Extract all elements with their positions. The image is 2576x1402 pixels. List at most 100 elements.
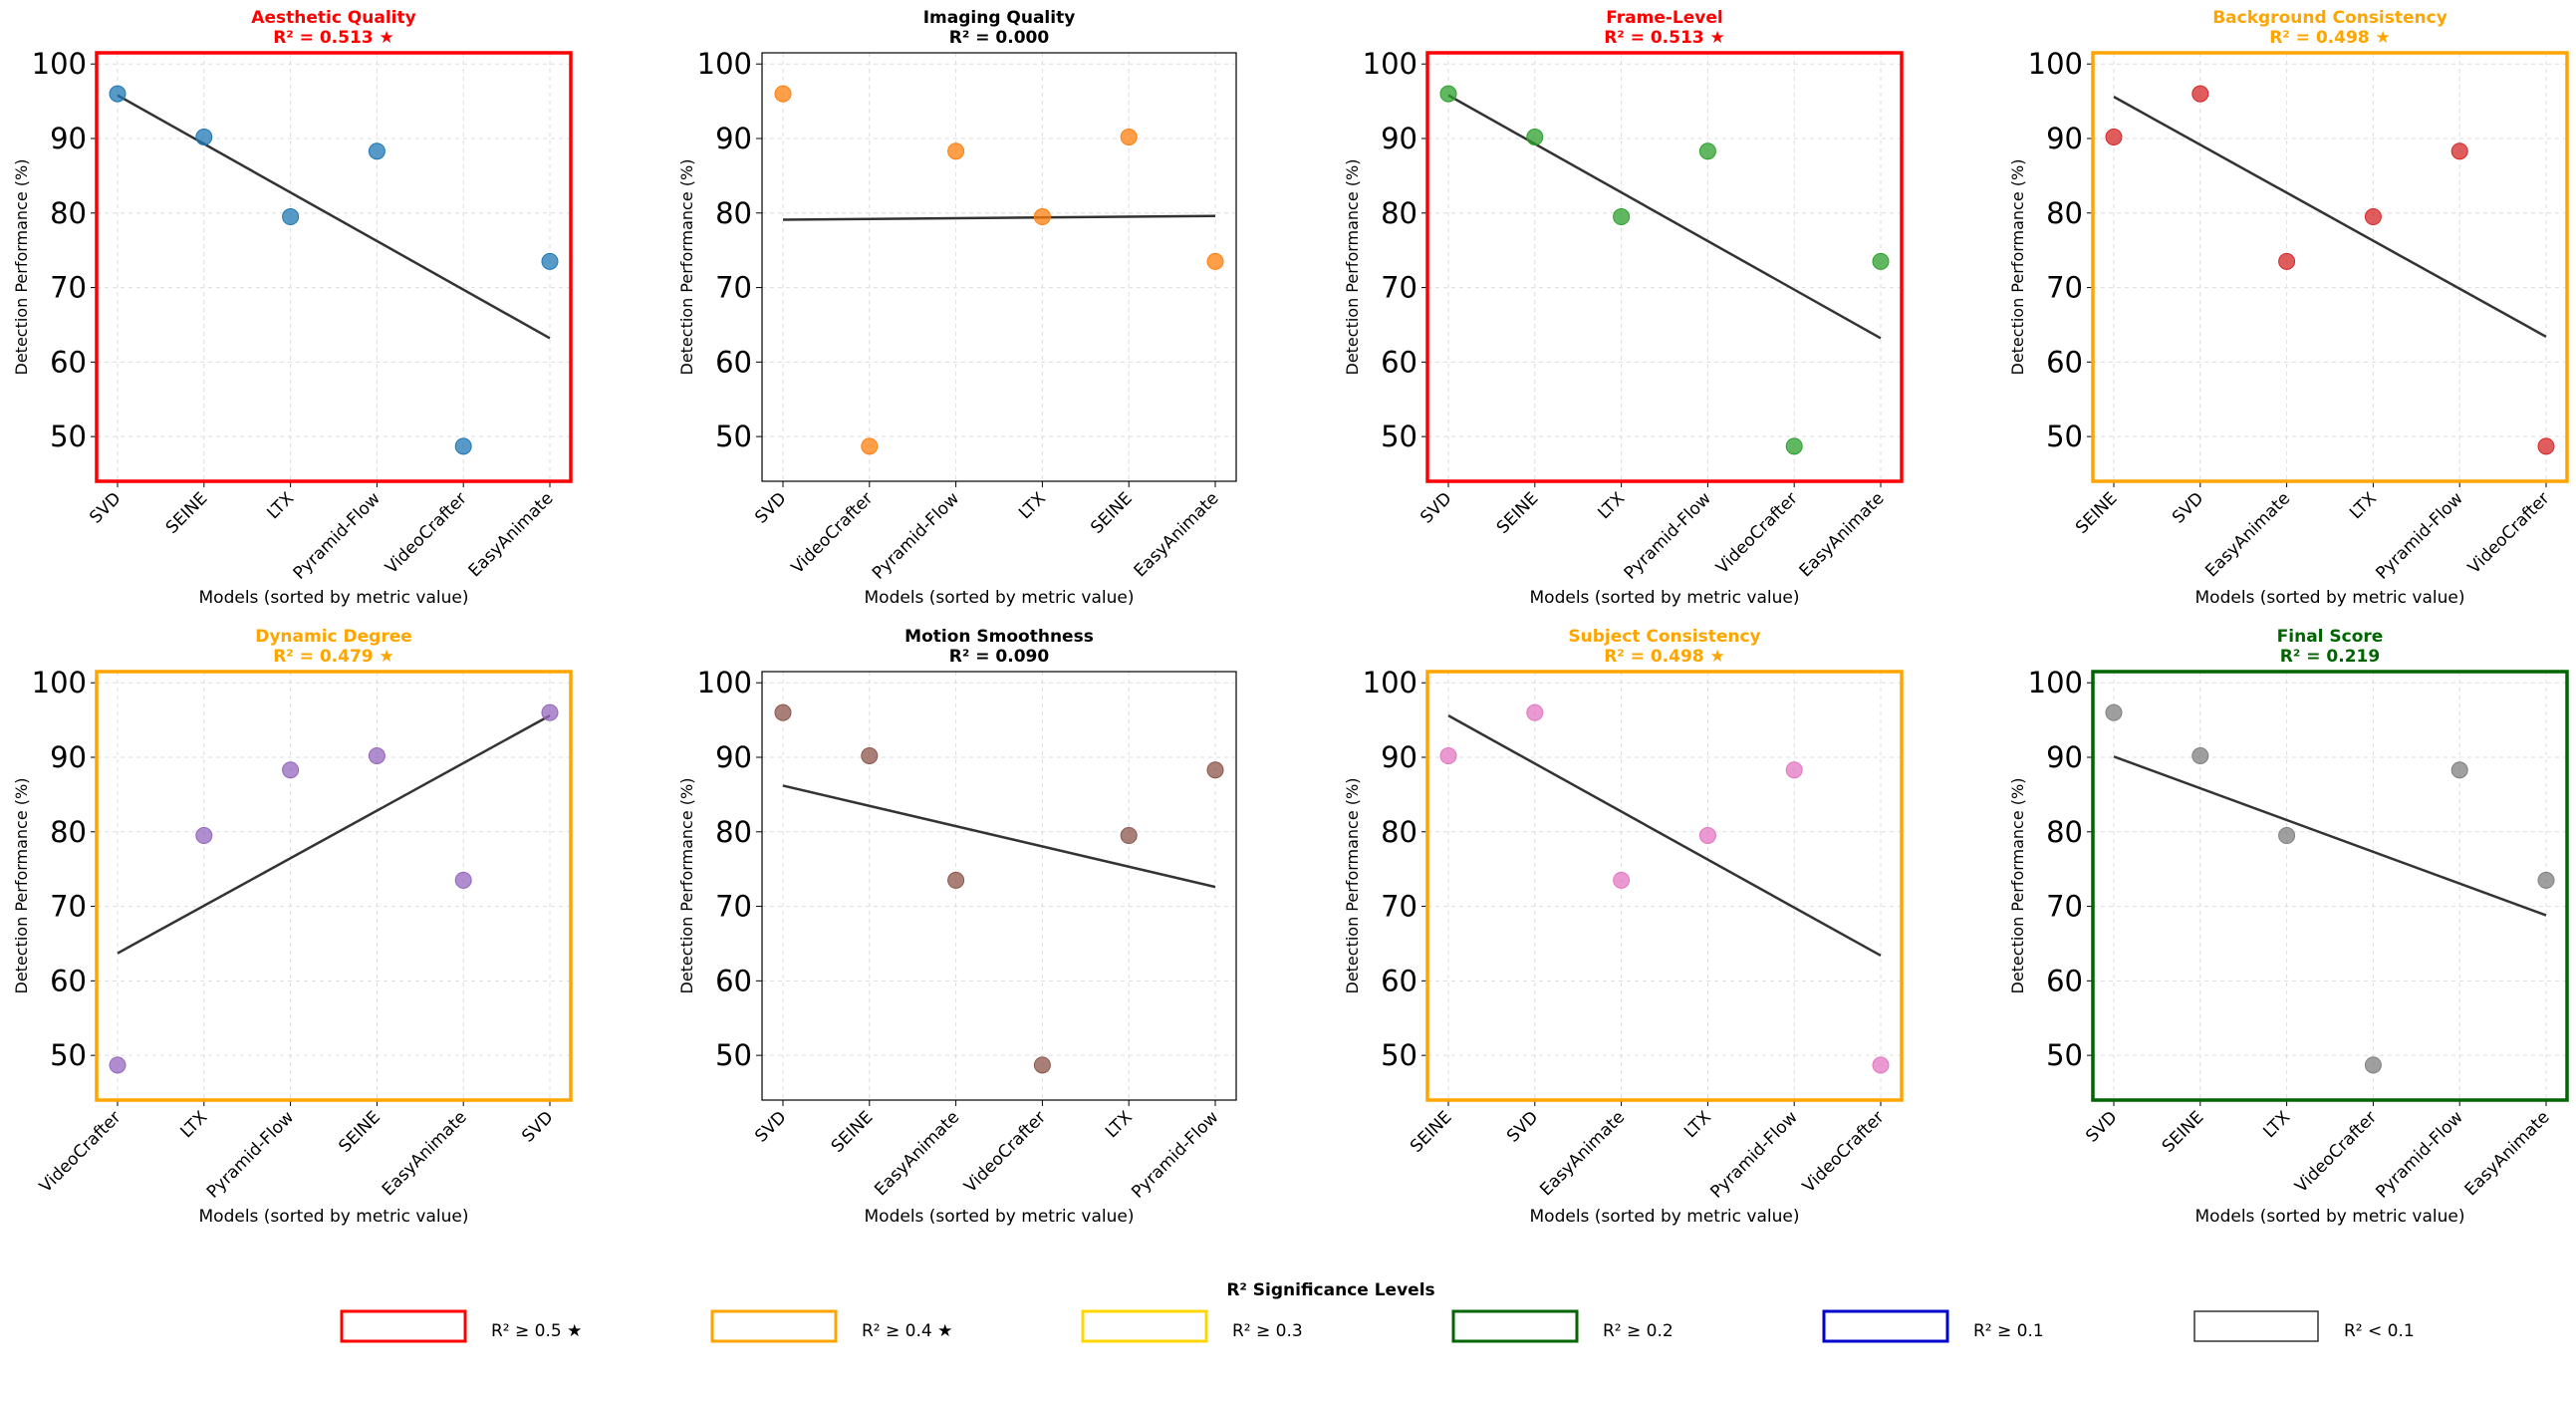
- data-point: [282, 761, 300, 779]
- chart-subtitle: R² = 0.513 ★: [273, 28, 394, 48]
- y-tick-label: 60: [1381, 964, 1417, 997]
- x-tick-label: LTX: [1102, 1107, 1137, 1142]
- chart-subtitle: R² = 0.000: [949, 28, 1050, 48]
- trend-line: [782, 214, 1216, 221]
- data-point: [1785, 761, 1803, 779]
- y-tick-label: 50: [50, 1038, 87, 1072]
- legend-swatch: [1081, 1309, 1208, 1343]
- x-tick-label: LTX: [1594, 488, 1629, 523]
- y-axis-label: Detection Performance (%): [12, 159, 31, 376]
- y-tick-label: 80: [1381, 196, 1417, 230]
- chart-title: Frame-Level: [1606, 8, 1722, 28]
- y-tick-label: 60: [2046, 964, 2083, 997]
- data-point: [2278, 827, 2296, 845]
- data-point: [2537, 871, 2555, 889]
- y-tick-label: 100: [1363, 47, 1417, 81]
- data-point: [282, 208, 300, 226]
- x-tick-label: Pyramid-Flow: [1706, 1107, 1801, 1202]
- y-axis-label: Detection Performance (%): [2008, 778, 2027, 994]
- x-tick-label: SVD: [751, 488, 790, 527]
- y-axis-label: Detection Performance (%): [677, 778, 696, 994]
- chart-frame: [1425, 51, 1904, 483]
- x-tick-label: VideoCrafter: [36, 1107, 126, 1197]
- legend-item: R² ≥ 0.5 ★: [340, 1309, 582, 1343]
- x-tick-label: SEINE: [1493, 488, 1543, 538]
- y-tick-label: 100: [1363, 666, 1417, 700]
- y-tick-label: 50: [715, 1038, 752, 1072]
- y-tick-label: 90: [1381, 740, 1417, 774]
- data-point: [454, 437, 472, 455]
- x-tick-label: EasyAnimate: [379, 1107, 471, 1200]
- legend-item: R² ≥ 0.3: [1081, 1309, 1303, 1343]
- data-point: [2191, 85, 2209, 103]
- x-tick-label: SEINE: [2072, 488, 2122, 538]
- chart-subtitle: R² = 0.090: [949, 647, 1050, 667]
- x-axis-label: Models (sorted by metric value): [865, 1207, 1135, 1227]
- trend-line: [782, 784, 1216, 889]
- legend-label: R² ≥ 0.4 ★: [862, 1321, 952, 1341]
- x-tick-label: EasyAnimate: [2201, 488, 2294, 581]
- x-tick-label: VideoCrafter: [382, 488, 471, 578]
- chart-subtitle: R² = 0.498 ★: [2269, 28, 2391, 48]
- y-tick-label: 70: [2046, 271, 2083, 305]
- data-point: [1698, 142, 1716, 160]
- data-point: [541, 703, 559, 721]
- y-tick-label: 80: [1381, 815, 1417, 849]
- data-point: [2364, 208, 2382, 226]
- data-point: [541, 252, 559, 270]
- x-tick-label: EasyAnimate: [1131, 488, 1223, 581]
- y-tick-label: 50: [715, 420, 752, 453]
- x-axis-label: Models (sorted by metric value): [199, 588, 469, 608]
- chart-title: Final Score: [2277, 627, 2384, 647]
- x-tick-label: EasyAnimate: [2461, 1107, 2554, 1200]
- y-tick-label: 80: [50, 196, 87, 230]
- y-tick-label: 60: [1381, 345, 1417, 379]
- data-point: [861, 747, 879, 765]
- y-tick-label: 60: [715, 345, 752, 379]
- y-tick-label: 90: [2046, 740, 2083, 774]
- y-axis-label: Detection Performance (%): [2008, 159, 2027, 376]
- data-point: [1785, 437, 1803, 455]
- y-tick-label: 50: [1381, 1038, 1417, 1072]
- y-tick-label: 50: [50, 420, 87, 453]
- x-tick-label: Pyramid-Flow: [1621, 488, 1715, 583]
- data-point: [1698, 827, 1716, 845]
- x-tick-label: SVD: [518, 1107, 557, 1146]
- data-point: [2364, 1056, 2382, 1074]
- chart-title: Subject Consistency: [1568, 627, 1760, 647]
- y-tick-label: 90: [715, 122, 752, 155]
- data-point: [368, 142, 386, 160]
- data-point: [195, 827, 213, 845]
- x-tick-label: EasyAnimate: [465, 488, 558, 581]
- x-tick-label: Pyramid-Flow: [203, 1107, 298, 1202]
- x-axis-label: Models (sorted by metric value): [2195, 1207, 2465, 1227]
- x-tick-label: Pyramid-Flow: [1128, 1107, 1222, 1202]
- legend-swatch: [1451, 1309, 1579, 1343]
- y-tick-label: 90: [50, 122, 87, 155]
- legend-item: R² < 0.1: [2193, 1310, 2415, 1342]
- x-tick-label: EasyAnimate: [1536, 1107, 1629, 1200]
- data-point: [454, 871, 472, 889]
- y-axis-label: Detection Performance (%): [1343, 159, 1362, 376]
- x-tick-label: VideoCrafter: [2291, 1107, 2381, 1197]
- legend-label: R² ≥ 0.1: [1973, 1321, 2044, 1341]
- y-tick-label: 70: [1381, 271, 1417, 305]
- x-tick-label: SEINE: [2159, 1107, 2208, 1157]
- chart-frame: [95, 670, 573, 1102]
- data-point: [1526, 129, 1544, 146]
- y-tick-label: 90: [1381, 122, 1417, 155]
- y-tick-label: 100: [32, 666, 87, 700]
- y-tick-label: 70: [50, 890, 87, 924]
- y-tick-label: 60: [715, 964, 752, 997]
- data-point: [1526, 703, 1544, 721]
- x-axis-label: Models (sorted by metric value): [1530, 1207, 1800, 1227]
- data-point: [861, 437, 879, 455]
- data-point: [1120, 129, 1138, 146]
- x-tick-label: SVD: [751, 1107, 790, 1146]
- chart-frame: [761, 671, 1237, 1101]
- data-point: [1613, 208, 1631, 226]
- chart-frame: [2091, 670, 2569, 1102]
